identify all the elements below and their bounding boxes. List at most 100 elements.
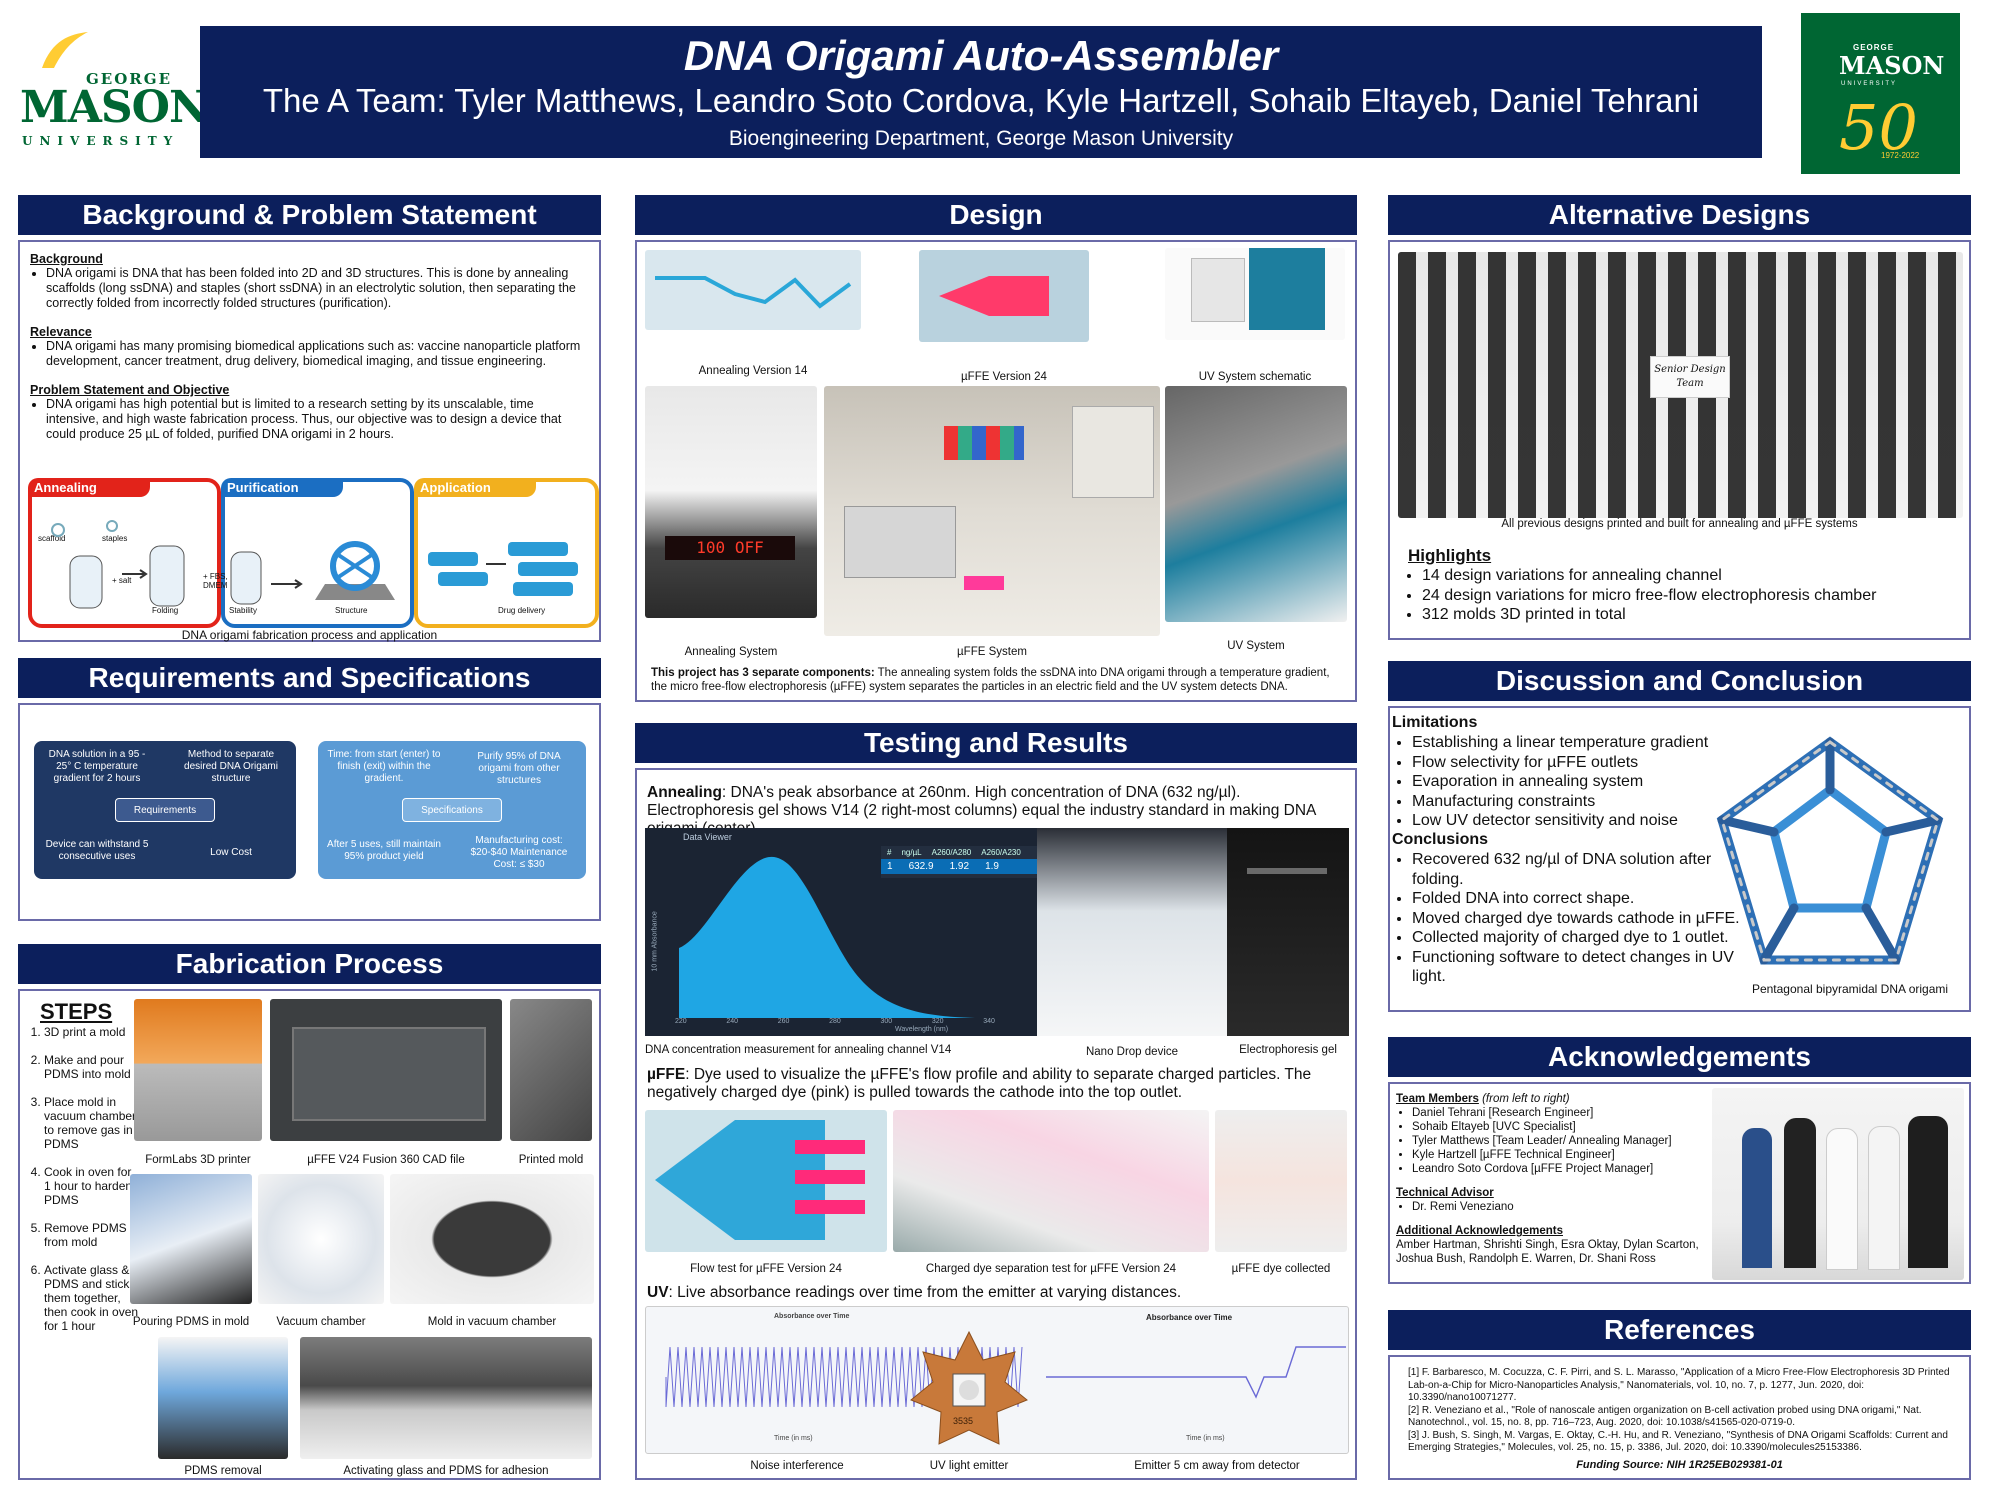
team-member: Kyle Hartzell [µFFE Technical Engineer] [1412,1148,1708,1162]
references-header: References [1388,1310,1971,1350]
table-cell: 1 [887,861,893,872]
annealing-v14-photo [645,250,861,330]
data-viewer-label: Data Viewer [683,832,732,842]
mason-swoosh-icon [42,32,88,68]
advisor-name: Dr. Remi Veneziano [1412,1200,1708,1214]
design-caption: UV System [1227,640,1285,652]
testing-caption: DNA concentration measurement for anneal… [645,1044,952,1056]
panel-label-drug: Drug delivery [498,606,546,615]
hotplate-display: 100 OFF [665,536,795,560]
testing-caption: Charged dye separation test for µFFE Ver… [925,1263,1177,1275]
design-header: Design [635,195,1357,235]
pdms-removal-photo [158,1337,288,1459]
specifications-center: Specifications [402,798,502,822]
nanodrop-table: # ng/µL A260/A280 A260/A230 1 632.9 1.92… [881,846,1037,878]
panel-label-scaffold: scaffold [38,534,66,543]
background-caption: DNA origami fabrication process and appl… [181,628,438,642]
problem-text: DNA origami has high potential but is li… [46,397,590,442]
step-item: Place mold in vacuum chamber to remove g… [44,1095,140,1151]
fab-caption: PDMS removal [184,1465,262,1477]
table-col: # [887,848,892,857]
department: Bioengineering Department, George Mason … [728,127,1234,150]
annealing-channel-icon [655,276,852,309]
uv-xlabel-right: Time (in ms) [1186,1435,1225,1442]
fabrication-header: Fabrication Process [18,944,601,984]
reference-item: [2] R. Veneziano et al., "Role of nanosc… [1408,1404,1922,1429]
tick: 240 [726,1018,739,1025]
uv-bold: UV [647,1284,669,1301]
mold-in-vacuum-photo [390,1174,594,1304]
design-caption: Annealing System [684,646,778,658]
panel-label-structure: Structure [335,606,368,615]
team-list: Daniel Tehrani [Research Engineer] Sohai… [1396,1106,1708,1176]
cad-file-image [270,999,502,1141]
logo-years: 1972-2022 [1881,151,1920,160]
uv-system-photo [1165,386,1347,622]
alternative-header: Alternative Designs [1388,195,1971,235]
acknowledgements-header: Acknowledgements [1388,1037,1971,1077]
panel-label-staples: staples [102,534,128,543]
dna-origami-image [1716,736,1944,965]
panel-label-fbs: + FBS, DMEM [203,572,228,590]
uv-xlabel: Time (in ms) [774,1435,813,1442]
annealing-tubes-icon [51,520,185,609]
fab-caption: Pouring PDMS in mold [132,1316,250,1328]
uffe-v24-photo [919,250,1089,342]
charged-dye-photo [893,1110,1209,1252]
fab-caption: Activating glass and PDMS for adhesion [343,1465,549,1477]
design-section: Annealing Version 14 µFFE Version 24 UV … [635,240,1357,702]
uffe-chip-icon [939,276,1049,316]
annealing-system-photo: 100 OFF [645,386,817,618]
logo-mason: MASON [1839,51,1945,80]
team-photo [1712,1088,1964,1280]
alternative-caption: All previous designs printed and built f… [1501,518,1858,530]
uv-text: : Live absorbance readings over time fro… [668,1284,1182,1301]
req-item: Method to separate desired DNA Origami s… [184,749,278,784]
limitation-item: Low UV detector sensitivity and noise [1412,811,1752,831]
acknowledgements-section: Team Members (from left to right) Daniel… [1388,1082,1971,1284]
tick: 280 [829,1018,841,1025]
electrophoresis-gel-photo [1227,828,1349,1036]
step-item: Remove PDMS from mold [44,1221,140,1249]
alternative-section: Senior Design Team All previous designs … [1388,240,1971,640]
conclusion-item: Collected majority of charged dye to 1 o… [1412,928,1742,948]
design-caption: µFFE Version 24 [961,371,1047,383]
tick: 340 [983,1018,995,1025]
tick: 320 [931,1018,944,1025]
table-col: A260/A280 [931,848,972,857]
highlight-item: 24 design variations for micro free-flow… [1422,586,1876,606]
highlight-item: 14 design variations for annealing chann… [1422,566,1876,586]
limitation-item: Evaporation in annealing system [1412,772,1752,792]
testing-caption: Electrophoresis gel [1239,1044,1337,1056]
spec-item: Manufacturing cost: $20-$40 Maintenance … [470,835,568,870]
relevance-subhead: Relevance [30,325,92,339]
logo-george: GEORGE [1853,43,1895,52]
additional-names: Amber Hartman, Shrishti Singh, Esra Okta… [1396,1239,1699,1265]
uffe-system-photo [824,386,1160,636]
references-section: [1] F. Barbaresco, M. Cocuzza, C. F. Pir… [1388,1355,1971,1480]
team-members-heading: Team Members [1396,1093,1479,1105]
step-item: Make and pour PDMS into mold [44,1053,140,1081]
vacuum-chamber-photo [258,1174,384,1304]
annealing-panel: Annealing scaffold staples + salt Foldin… [28,478,221,628]
spec-item: Purify 95% of DNA origami from other str… [477,751,561,786]
design-caption: µFFE System [957,646,1027,658]
origami-caption: Pentagonal bipyramidal DNA origami [1751,982,1949,996]
nanodrop-screen: Data Viewer # ng/µL A260/A280 A260/A230 … [645,828,1037,1036]
uv-chart-title-right: Absorbance over Time [1146,1313,1233,1322]
fab-caption: Vacuum chamber [276,1316,366,1328]
req-item: DNA solution in a 95 - 25° C temperature… [48,749,146,784]
testing-caption: Emitter 5 cm away from detector [1134,1460,1300,1472]
discussion-header: Discussion and Conclusion [1388,661,1971,701]
table-col: A260/A230 [981,848,1021,857]
testing-caption: Nano Drop device [1085,1046,1179,1058]
team-member: Sohaib Eltayeb [UVC Specialist] [1412,1120,1708,1134]
panel-title: Annealing [28,478,150,497]
highlight-item: 312 molds 3D printed in total [1422,605,1876,625]
panel-title: Application [414,478,536,497]
requirements-header: Requirements and Specifications [18,658,601,698]
panel-label-salt: + salt [112,576,132,585]
logo-university: UNIVERSITY [1841,81,1898,87]
annealing-bold: Annealing [647,784,722,801]
team-member: Leandro Soto Cordova [µFFE Project Manag… [1412,1162,1708,1176]
